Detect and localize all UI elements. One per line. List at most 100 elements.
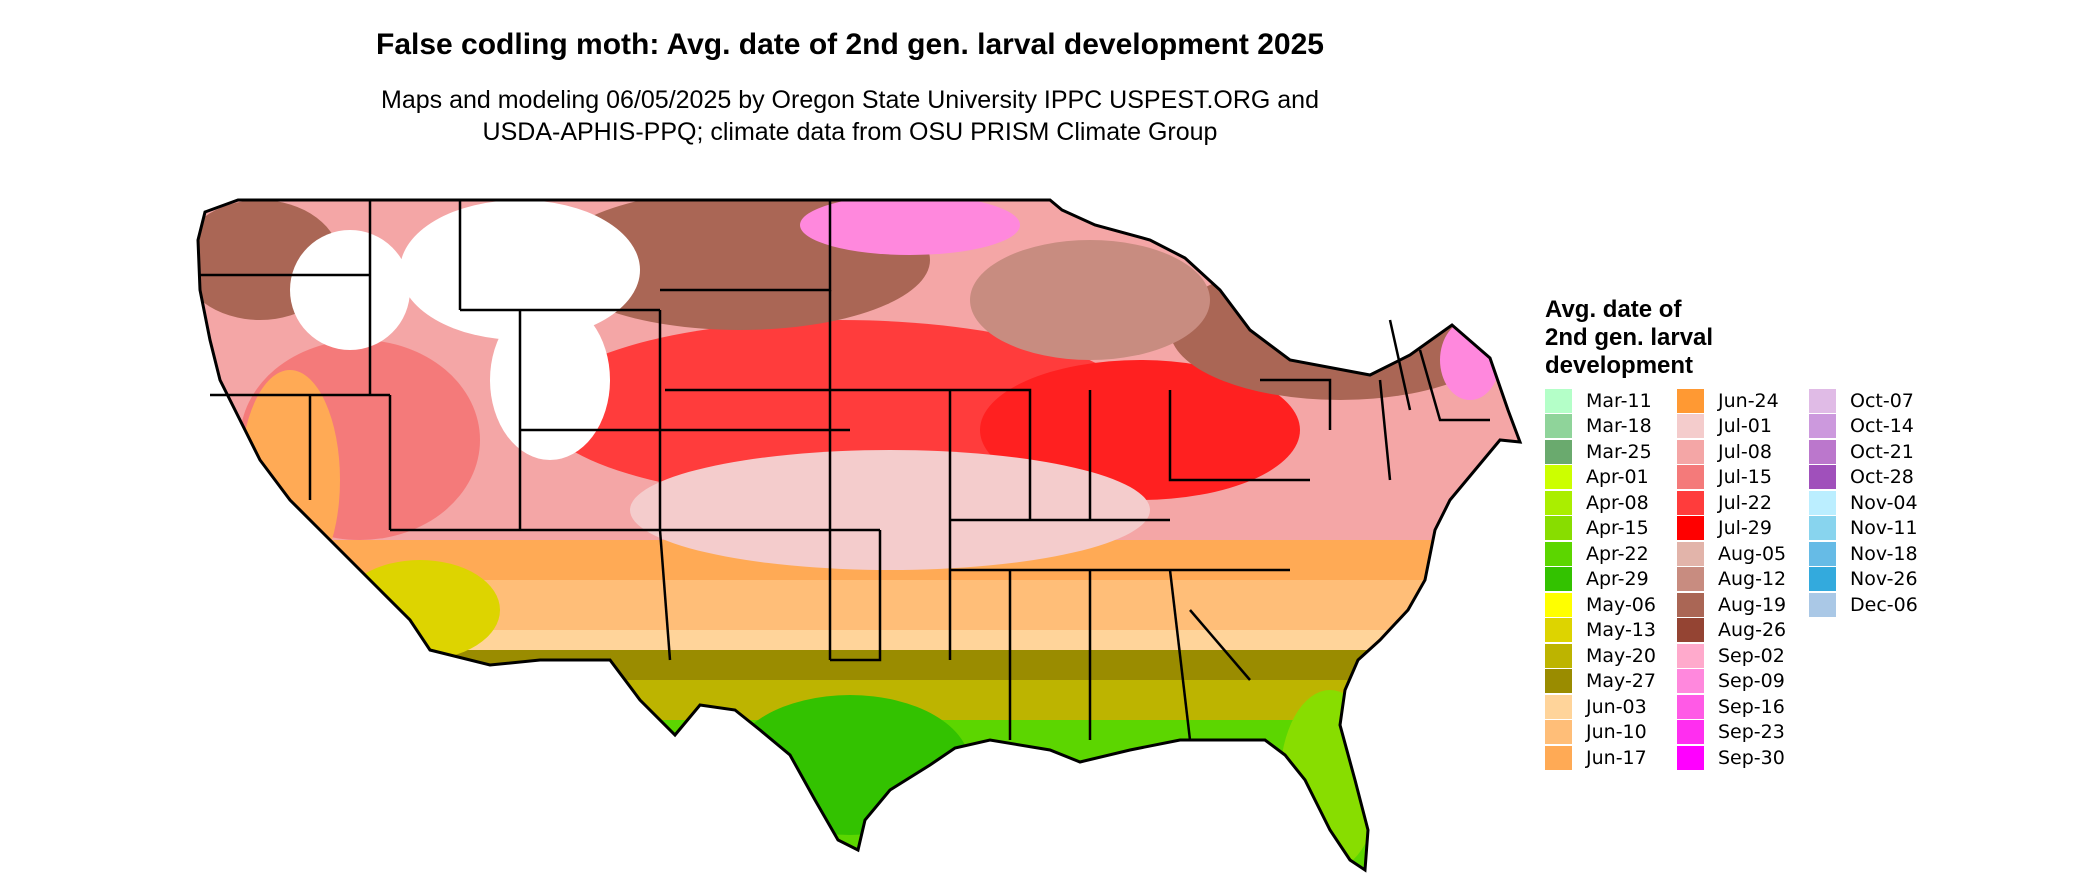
map-title: False codling moth: Avg. date of 2nd gen… — [376, 28, 1324, 61]
legend-label: May-06 — [1586, 593, 1656, 616]
legend-label: Mar-11 — [1586, 389, 1652, 412]
legend-label: Apr-22 — [1586, 542, 1649, 565]
legend-swatch — [1809, 592, 1836, 617]
legend: Mar-11 Mar-18 Mar-25 Apr-01 Apr-08 Apr-15 Apr-… — [1545, 388, 1965, 778]
legend-swatch — [1545, 388, 1572, 413]
legend-item: Apr-08 — [1545, 490, 1649, 515]
legend-swatch — [1677, 694, 1704, 719]
legend-swatch — [1677, 745, 1704, 770]
legend-swatch — [1545, 414, 1572, 438]
legend-item: Mar-25 — [1545, 439, 1652, 464]
legend-label: Apr-08 — [1586, 491, 1649, 514]
legend-label: Oct-14 — [1850, 415, 1914, 437]
legend-swatch — [1677, 618, 1704, 642]
legend-item: Oct-14 — [1809, 414, 1914, 439]
legend-swatch — [1809, 439, 1836, 464]
legend-item: Jul-22 — [1677, 490, 1772, 515]
legend-label: Jun-24 — [1718, 389, 1779, 412]
region-upper-michigan-pink — [800, 200, 1020, 255]
legend-item: Jul-01 — [1677, 414, 1772, 439]
legend-swatch — [1809, 490, 1836, 515]
legend-label: Aug-26 — [1718, 619, 1787, 641]
legend-label: Aug-19 — [1718, 593, 1787, 616]
legend-swatch — [1545, 490, 1572, 515]
legend-swatch — [1545, 745, 1572, 770]
legend-item: Apr-22 — [1545, 541, 1649, 566]
legend-swatch — [1545, 439, 1572, 464]
legend-label: Nov-18 — [1850, 542, 1918, 565]
legend-item: Aug-26 — [1677, 618, 1786, 643]
legend-label: Nov-11 — [1850, 517, 1918, 539]
legend-swatch — [1545, 669, 1572, 693]
legend-item: Nov-04 — [1809, 490, 1918, 515]
legend-label: Nov-04 — [1850, 491, 1918, 514]
legend-item: Jul-08 — [1677, 439, 1772, 464]
us-outline — [196, 198, 1523, 873]
legend-item: Nov-26 — [1809, 567, 1918, 592]
legend-swatch — [1677, 643, 1704, 668]
legend-item: Apr-01 — [1545, 465, 1649, 490]
legend-swatch — [1545, 643, 1572, 668]
legend-item: May-27 — [1545, 669, 1656, 694]
legend-label: Oct-28 — [1850, 466, 1914, 488]
legend-label: Aug-05 — [1718, 542, 1787, 565]
legend-label: Jul-01 — [1718, 415, 1772, 437]
legend-swatch — [1545, 720, 1572, 744]
legend-swatch — [1809, 516, 1836, 540]
region-florida-green — [1280, 690, 1380, 870]
legend-label: Apr-01 — [1586, 466, 1649, 488]
legend-label: Jul-15 — [1718, 466, 1772, 488]
legend-item: Mar-18 — [1545, 414, 1652, 439]
legend-swatch — [1545, 516, 1572, 540]
map-subtitle: Maps and modeling 06/05/2025 by Oregon S… — [0, 84, 1700, 148]
legend-label: Jun-03 — [1586, 695, 1647, 718]
legend-swatch — [1545, 567, 1572, 591]
legend-label: Jul-08 — [1718, 440, 1772, 463]
legend-label: Mar-18 — [1586, 415, 1652, 437]
legend-swatch — [1545, 592, 1572, 617]
region-central-valley-orange — [240, 370, 340, 590]
legend-swatch — [1809, 567, 1836, 591]
legend-label: Sep-09 — [1718, 670, 1785, 692]
region-great-lakes-brown — [970, 240, 1210, 360]
legend-item: Jul-15 — [1677, 465, 1772, 490]
legend-swatch — [1677, 516, 1704, 540]
legend-label: Nov-26 — [1850, 568, 1918, 590]
legend-label: May-13 — [1586, 619, 1656, 641]
legend-label: Dec-06 — [1850, 593, 1918, 616]
legend-item: May-13 — [1545, 618, 1656, 643]
legend-swatch — [1677, 465, 1704, 489]
legend-swatch — [1677, 414, 1704, 438]
legend-swatch — [1809, 414, 1836, 438]
legend-label: May-27 — [1586, 670, 1656, 692]
legend-label: Oct-07 — [1850, 389, 1914, 412]
legend-swatch — [1677, 567, 1704, 591]
legend-swatch — [1677, 592, 1704, 617]
subtitle-line-1: Maps and modeling 06/05/2025 by Oregon S… — [381, 86, 1319, 114]
legend-item: May-20 — [1545, 643, 1656, 668]
legend-label: Sep-23 — [1718, 721, 1785, 743]
legend-item: Nov-11 — [1809, 516, 1918, 541]
legend-swatch — [1809, 388, 1836, 413]
legend-swatch — [1677, 669, 1704, 693]
legend-item: Sep-02 — [1677, 643, 1785, 668]
legend-swatch — [1809, 465, 1836, 489]
legend-item: Aug-12 — [1677, 567, 1786, 592]
legend-title-line-2: 2nd gen. larval — [1545, 324, 1714, 351]
legend-label: Mar-25 — [1586, 440, 1652, 463]
legend-label: May-20 — [1586, 644, 1656, 667]
legend-item: Jul-29 — [1677, 516, 1772, 541]
legend-item: Oct-28 — [1809, 465, 1914, 490]
legend-item: Oct-07 — [1809, 388, 1914, 413]
legend-swatch — [1545, 465, 1572, 489]
legend-item: Jun-10 — [1545, 720, 1647, 745]
legend-label: Apr-29 — [1586, 568, 1649, 590]
legend-item: Jun-17 — [1545, 745, 1647, 770]
legend-item: Jun-03 — [1545, 694, 1647, 719]
legend-label: Sep-30 — [1718, 746, 1785, 769]
legend-title: Avg. date of 2nd gen. larval development — [1545, 296, 1713, 380]
region-texas-coast-green — [730, 695, 970, 835]
legend-item: Nov-18 — [1809, 541, 1918, 566]
region-idaho-white — [290, 230, 410, 350]
legend-item: Sep-16 — [1677, 694, 1785, 719]
